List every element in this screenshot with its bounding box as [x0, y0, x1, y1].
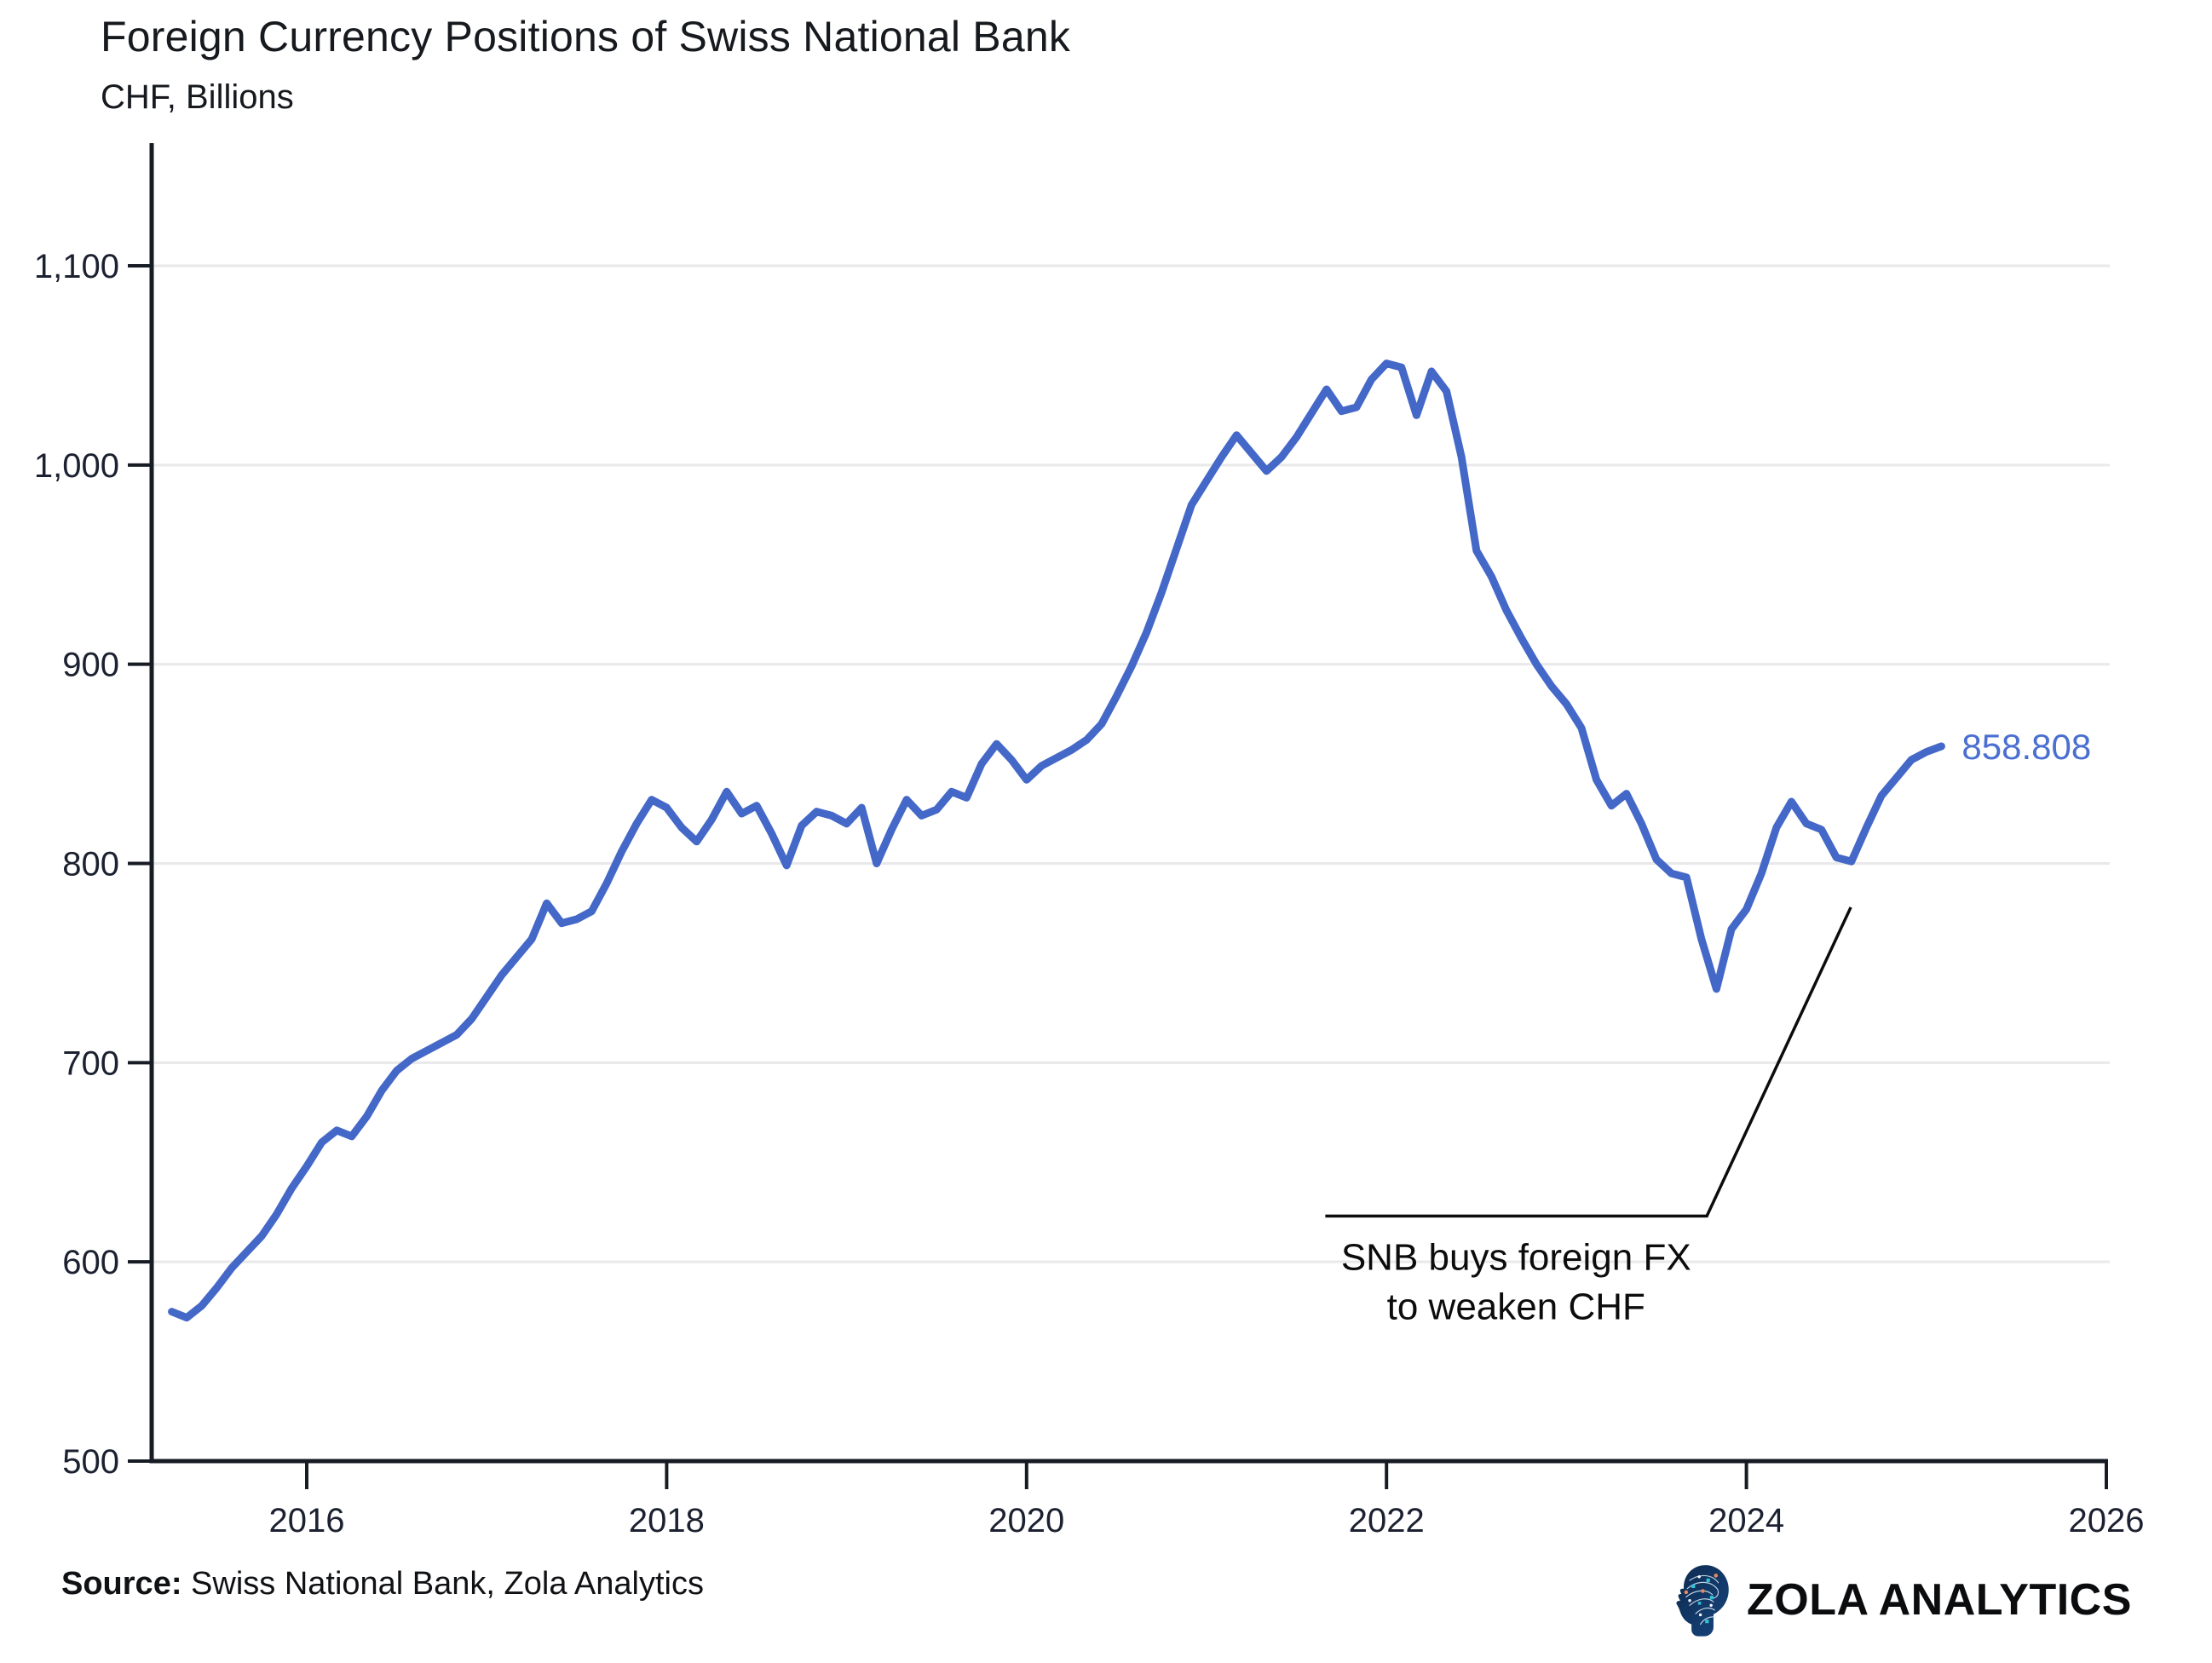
- x-tick-label: 2018: [629, 1502, 705, 1539]
- brand-lockup: ZOLA ANALYTICS: [1672, 1562, 2132, 1637]
- annotation-leader-line: [1325, 906, 1852, 1218]
- x-tick-label: 2016: [269, 1502, 345, 1539]
- y-tick-label: 1,000: [34, 447, 119, 485]
- source-text: Swiss National Bank, Zola Analytics: [181, 1566, 704, 1602]
- x-tick-label: 2022: [1349, 1502, 1425, 1539]
- x-tick-label: 2026: [2069, 1502, 2145, 1539]
- y-tick-label: 700: [62, 1044, 119, 1082]
- series-line: [168, 360, 1945, 1322]
- y-tick-label: 500: [62, 1443, 119, 1481]
- last-value-label: 858.808: [1961, 727, 2091, 767]
- y-tick-label: 1,100: [34, 248, 119, 285]
- source-note: Source: Swiss National Bank, Zola Analyt…: [61, 1566, 704, 1603]
- y-tick-label: 800: [62, 846, 119, 883]
- annotation-text-line: to weaken CHF: [1387, 1286, 1645, 1327]
- page-subtitle: CHF, Billions: [101, 78, 294, 116]
- source-label: Source:: [61, 1566, 182, 1602]
- zola-head-icon: [1676, 1565, 1729, 1637]
- annotation-text-line: SNB buys foreign FX: [1341, 1236, 1691, 1278]
- page-title: Foreign Currency Positions of Swiss Nati…: [101, 13, 1071, 60]
- x-tick-label: 2024: [1708, 1502, 1784, 1539]
- brand-name: ZOLA ANALYTICS: [1747, 1575, 2132, 1625]
- y-tick-label: 600: [62, 1244, 119, 1281]
- x-tick-label: 2020: [988, 1502, 1064, 1539]
- y-tick-label: 900: [62, 647, 119, 684]
